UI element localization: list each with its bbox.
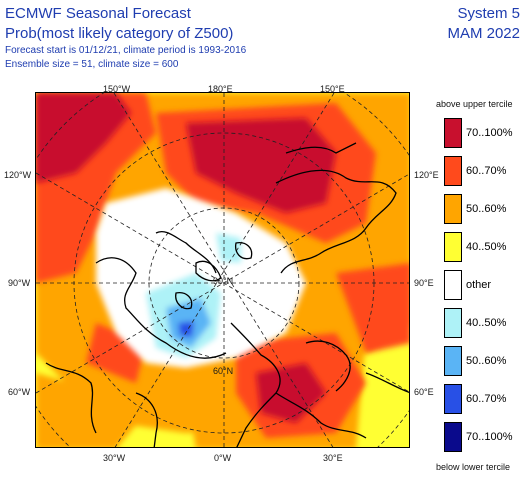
graticule bbox=[36, 93, 409, 447]
legend-label: 60..70% bbox=[466, 393, 507, 405]
lon-label-right-1: 120°E bbox=[414, 170, 439, 180]
legend-swatch bbox=[444, 308, 462, 338]
legend-label: other bbox=[466, 279, 492, 291]
legend-swatch bbox=[444, 270, 462, 300]
map-canvas bbox=[36, 93, 409, 447]
lon-label-bottom-1: 30°W bbox=[103, 453, 126, 463]
legend-label: 60..70% bbox=[466, 165, 507, 177]
lon-label-top-2: 180°E bbox=[208, 84, 233, 94]
legend-swatch bbox=[444, 346, 462, 376]
lon-label-right-3: 60°E bbox=[414, 387, 434, 397]
dark-red-region bbox=[36, 93, 336, 423]
lat-label-90n: 90°N bbox=[213, 276, 234, 286]
polar-map bbox=[35, 92, 410, 448]
lon-label-bottom-3: 30°E bbox=[323, 453, 343, 463]
lon-label-top-1: 150°W bbox=[103, 84, 131, 94]
chart-title: ECMWF Seasonal Forecast bbox=[5, 5, 191, 22]
legend-swatch bbox=[444, 118, 462, 148]
coastlines bbox=[45, 142, 409, 447]
legend-label: 70..100% bbox=[466, 431, 513, 443]
legend-label: 50..60% bbox=[466, 203, 507, 215]
legend-swatch bbox=[444, 156, 462, 186]
legend-top-label: above upper tercile bbox=[436, 99, 513, 109]
ensemble-info: Ensemble size = 51, climate size = 600 bbox=[5, 59, 179, 70]
legend-bottom-label: below lower tercile bbox=[436, 462, 511, 472]
legend-label: 70..100% bbox=[466, 127, 513, 139]
lon-label-left-3: 60°W bbox=[8, 387, 31, 397]
lon-label-top-3: 150°E bbox=[320, 84, 345, 94]
chart-subtitle: Prob(most likely category of Z500) bbox=[5, 25, 234, 42]
legend-swatch bbox=[444, 384, 462, 414]
legend-label: 50..60% bbox=[466, 355, 507, 367]
lon-label-right-2: 90°E bbox=[414, 278, 434, 288]
season-label: MAM 2022 bbox=[447, 25, 520, 42]
system-label: System 5 bbox=[457, 5, 520, 22]
lon-label-bottom-2: 0°W bbox=[214, 453, 232, 463]
legend-swatch bbox=[444, 232, 462, 262]
legend-swatch bbox=[444, 422, 462, 452]
legend-swatch bbox=[444, 194, 462, 224]
lon-label-left-1: 120°W bbox=[4, 170, 32, 180]
legend-label: 40..50% bbox=[466, 317, 507, 329]
lon-label-left-2: 90°W bbox=[8, 278, 31, 288]
forecast-info: Forecast start is 01/12/21, climate peri… bbox=[5, 45, 247, 56]
legend-label: 40..50% bbox=[466, 241, 507, 253]
lat-label-60n: 60°N bbox=[213, 366, 234, 376]
